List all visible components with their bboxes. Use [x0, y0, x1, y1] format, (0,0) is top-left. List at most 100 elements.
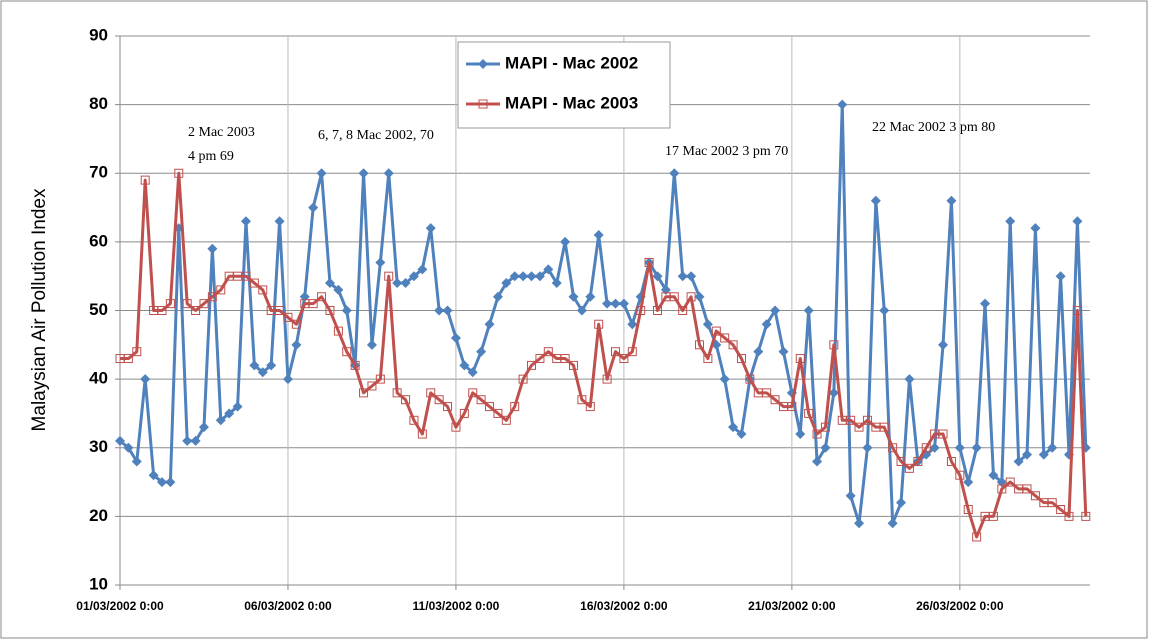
point	[182, 435, 193, 446]
point	[190, 435, 201, 446]
point	[820, 442, 831, 453]
point	[955, 470, 965, 480]
point	[568, 291, 579, 302]
point	[896, 497, 907, 508]
point	[988, 511, 998, 521]
point	[392, 278, 403, 289]
y-tick-label: 20	[89, 506, 108, 525]
point	[400, 278, 411, 289]
point	[593, 230, 604, 241]
point	[501, 415, 511, 425]
point	[493, 408, 503, 418]
point	[350, 360, 360, 370]
point	[560, 354, 570, 364]
y-tick-label: 30	[89, 437, 108, 456]
point	[627, 347, 637, 357]
point	[341, 305, 352, 316]
x-tick-label: 06/03/2002 0:00	[244, 599, 332, 613]
point	[485, 402, 495, 412]
point	[375, 374, 385, 384]
point	[459, 408, 469, 418]
point	[879, 305, 890, 316]
point	[560, 236, 571, 247]
point	[408, 271, 419, 282]
point	[837, 99, 848, 110]
point	[602, 298, 613, 309]
point	[795, 354, 805, 364]
point	[249, 278, 259, 288]
point	[316, 168, 327, 179]
point	[215, 415, 226, 426]
point	[1081, 511, 1091, 521]
point	[980, 298, 991, 309]
point	[1047, 442, 1058, 453]
y-tick-label: 70	[89, 163, 108, 182]
point	[669, 292, 679, 302]
point	[963, 477, 974, 488]
point	[417, 429, 427, 439]
point	[854, 518, 865, 529]
point	[476, 395, 486, 405]
point	[366, 339, 377, 350]
point	[275, 306, 285, 315]
legend-marker	[478, 59, 488, 69]
point	[442, 305, 453, 316]
point	[123, 442, 134, 453]
point	[123, 354, 133, 364]
annotation: 6, 7, 8 Mac 2002, 70	[318, 128, 434, 143]
point	[1022, 484, 1032, 494]
point	[618, 298, 629, 309]
point	[443, 402, 453, 412]
point	[719, 374, 730, 385]
point	[1056, 505, 1066, 515]
point	[543, 347, 553, 357]
point	[148, 470, 159, 481]
y-tick-label: 10	[89, 574, 108, 593]
point	[467, 367, 478, 378]
point	[711, 326, 721, 336]
point	[140, 175, 150, 185]
point	[518, 374, 528, 384]
point	[527, 360, 537, 370]
annotation: 17 Mac 2002 3 pm 70	[665, 144, 788, 159]
point	[257, 367, 268, 378]
point	[132, 347, 142, 357]
point	[1005, 216, 1016, 227]
point	[535, 354, 545, 364]
point	[845, 490, 856, 501]
y-axis-label: Malaysian Air Pollution Index	[29, 188, 50, 431]
point	[997, 484, 1007, 494]
point	[359, 388, 369, 398]
point	[1072, 306, 1082, 315]
point	[434, 305, 445, 316]
point	[358, 168, 369, 179]
point	[274, 216, 285, 227]
point	[627, 319, 638, 330]
point	[1022, 449, 1033, 460]
point	[156, 477, 167, 488]
point	[534, 271, 545, 282]
series-line	[120, 171, 1088, 539]
point	[569, 360, 579, 370]
point	[904, 463, 914, 473]
x-tick-label: 21/03/2002 0:00	[748, 599, 836, 613]
point	[870, 195, 881, 206]
annotation: 4 pm 69	[188, 149, 234, 164]
point	[846, 415, 856, 425]
point	[728, 422, 739, 433]
point	[770, 305, 781, 316]
point	[526, 271, 537, 282]
point	[291, 319, 301, 329]
point	[518, 271, 529, 282]
point	[140, 374, 151, 385]
y-tick-label: 60	[89, 231, 108, 250]
point	[342, 347, 352, 357]
point	[820, 422, 830, 432]
point	[375, 257, 386, 268]
point	[887, 518, 898, 529]
annotation: 2 Mac 2003	[188, 125, 255, 140]
y-tick-label: 90	[89, 25, 108, 44]
point	[594, 319, 604, 329]
point	[619, 354, 629, 364]
point	[115, 435, 125, 446]
